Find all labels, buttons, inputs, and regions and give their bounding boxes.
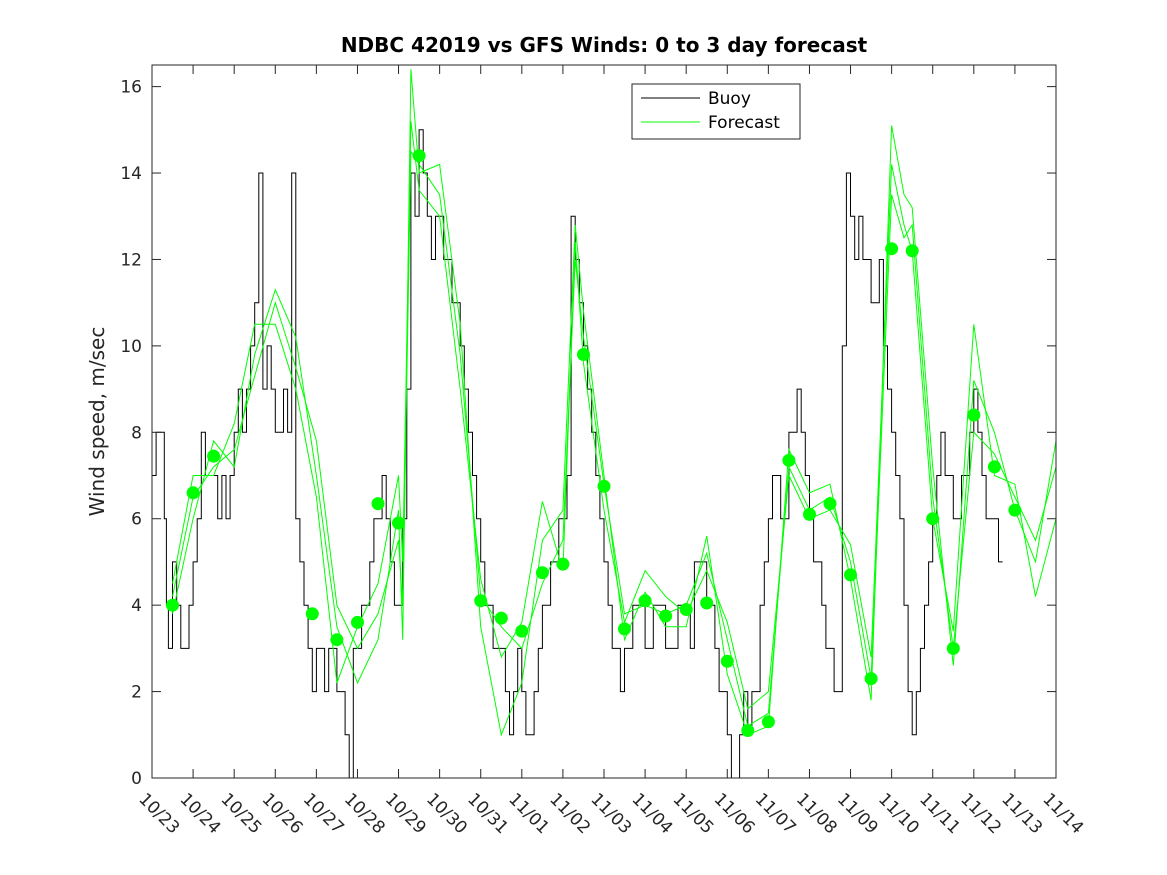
chart-title: NDBC 42019 vs GFS Winds: 0 to 3 day fore…: [341, 33, 868, 57]
daily-marker: [535, 566, 549, 580]
daily-marker: [556, 557, 570, 571]
daily-marker: [782, 453, 796, 467]
daily-marker: [392, 516, 405, 530]
daily-marker: [305, 607, 319, 621]
legend-forecast-label: Forecast: [708, 113, 780, 133]
daily-marker: [186, 486, 200, 500]
x-tick-label: 10/23: [134, 789, 183, 838]
y-tick-label: 12: [120, 250, 142, 270]
x-tick-label: 11/04: [628, 789, 677, 838]
plot-area: [152, 65, 1056, 778]
y-tick-label: 0: [131, 769, 142, 789]
daily-marker: [946, 641, 960, 655]
daily-marker: [351, 615, 364, 629]
legend-buoy-label: Buoy: [708, 89, 751, 109]
daily-marker: [207, 449, 221, 463]
daily-marker: [761, 715, 775, 729]
daily-marker: [638, 594, 652, 608]
daily-marker: [618, 622, 631, 636]
daily-marker: [700, 596, 714, 610]
daily-marker: [597, 479, 611, 493]
daily-marker: [515, 624, 529, 638]
daily-marker: [885, 242, 899, 256]
daily-marker: [844, 568, 857, 582]
daily-marker: [577, 348, 590, 361]
daily-marker: [864, 672, 878, 686]
daily-marker: [474, 594, 488, 608]
x-tick-label: 10/30: [422, 789, 471, 838]
daily-marker: [741, 724, 755, 737]
daily-marker: [494, 611, 508, 625]
x-tick-label: 11/07: [751, 789, 800, 838]
x-tick-label: 10/27: [299, 789, 348, 838]
x-tick-label: 11/10: [874, 789, 923, 838]
daily-marker: [987, 460, 1001, 474]
daily-marker: [905, 244, 919, 258]
forecast-series-line-3: [172, 121, 1057, 710]
daily-marker: [371, 497, 385, 511]
daily-marker: [166, 598, 179, 612]
legend-box: [631, 83, 801, 140]
buoy-series-line: [152, 129, 1003, 779]
daily-marker: [720, 654, 734, 668]
legend: Buoy Forecast: [631, 83, 801, 140]
daily-marker: [1008, 503, 1022, 517]
daily-marker: [412, 149, 426, 163]
x-tick-label: 10/24: [176, 789, 225, 838]
x-tick-label: 11/12: [956, 789, 1005, 838]
y-tick-label: 8: [131, 423, 142, 443]
x-tick-label: 11/05: [669, 789, 718, 838]
daily-marker: [679, 603, 693, 616]
daily-marker: [823, 497, 837, 511]
daily-marker: [330, 633, 344, 647]
x-tick-label: 10/28: [340, 789, 389, 838]
daily-marker: [926, 512, 940, 526]
y-tick-label: 10: [120, 337, 142, 357]
x-tick-label: 11/11: [915, 789, 964, 838]
y-tick-label: 16: [120, 78, 142, 98]
daily-marker: [967, 408, 981, 422]
daily-marker-layer: [166, 149, 1022, 737]
forecast-series-layer: [172, 69, 1057, 737]
y-axis-label: Wind speed, m/sec: [85, 327, 109, 517]
daily-marker: [803, 507, 816, 521]
forecast-series-line-1: [172, 149, 1057, 727]
forecast-series-line-2: [172, 69, 1057, 737]
x-tick-label: 10/25: [217, 789, 266, 838]
x-tick-label: 11/13: [997, 789, 1046, 838]
x-tick-label: 11/06: [710, 789, 759, 838]
daily-marker: [659, 609, 673, 623]
x-tick-label: 11/03: [586, 789, 635, 838]
x-tick-label: 11/02: [545, 789, 594, 838]
y-tick-label: 4: [131, 596, 142, 616]
y-tick-label: 2: [131, 683, 142, 703]
x-tick-label: 11/08: [792, 789, 841, 838]
x-tick-label: 11/01: [504, 789, 553, 838]
x-tick-label: 10/31: [463, 789, 512, 838]
buoy-series-layer: [152, 129, 1003, 779]
x-tick-label: 10/29: [381, 789, 430, 838]
x-tick-label: 11/09: [833, 789, 882, 838]
y-tick-label: 14: [120, 164, 142, 184]
x-tick-label: 11/14: [1038, 789, 1087, 838]
y-tick-label: 6: [131, 510, 142, 530]
x-tick-label: 10/26: [258, 789, 307, 838]
